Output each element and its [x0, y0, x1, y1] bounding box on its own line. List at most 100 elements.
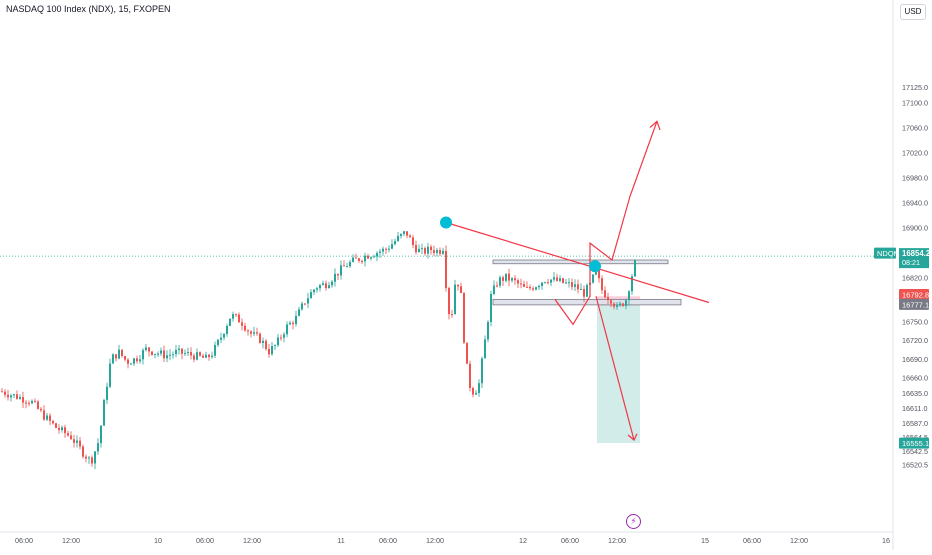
y-tick-label: 16900.0: [902, 224, 928, 233]
candle-body: [31, 400, 33, 404]
y-tick-label: 17020.0: [902, 149, 928, 158]
candle-body: [298, 309, 300, 316]
candle-body: [4, 391, 6, 395]
candle-body: [118, 349, 120, 359]
candle-body: [427, 246, 429, 254]
candle-body: [541, 282, 543, 287]
candle-body: [181, 348, 183, 354]
candle-body: [400, 233, 402, 236]
candle-body: [58, 427, 60, 431]
y-tick-label: 16720.0: [902, 336, 928, 345]
candle-body: [235, 314, 237, 316]
candle-body: [565, 282, 567, 284]
candle-body: [319, 285, 321, 289]
candle-body: [466, 342, 468, 364]
candle-body: [328, 285, 330, 289]
candle-body: [193, 355, 195, 360]
candle-body: [607, 297, 609, 301]
candle-body: [259, 333, 261, 343]
candle-body: [577, 284, 579, 290]
candle-body: [61, 427, 63, 431]
red-level-tag: 16792.8: [902, 291, 929, 300]
candle-body: [553, 277, 555, 280]
candle-body: [625, 300, 627, 306]
x-tick-label: 06:00: [561, 536, 579, 545]
projection-path-up: [554, 121, 658, 326]
candle-body: [496, 285, 498, 287]
candle-body: [103, 400, 105, 426]
candle-body: [292, 322, 294, 325]
candle-body: [307, 298, 309, 304]
x-tick-label: 12:00: [426, 536, 444, 545]
candle-body: [163, 350, 165, 359]
countdown-label: 08:21: [902, 258, 920, 267]
candle-body: [283, 334, 285, 338]
candle-body: [148, 347, 150, 352]
candle-body: [73, 439, 75, 443]
candle-body: [490, 293, 492, 322]
candle-body: [232, 314, 234, 319]
lightning-icon[interactable]: ⚡: [626, 514, 641, 529]
x-tick-label: 12:00: [62, 536, 80, 545]
candle-body: [373, 256, 375, 258]
candle-body: [286, 324, 288, 335]
candle-body: [475, 392, 477, 395]
candle-body: [463, 293, 465, 343]
candle-body: [346, 266, 348, 268]
candle-body: [70, 435, 72, 440]
candle-body: [175, 349, 177, 355]
candle-body: [559, 278, 561, 281]
candle-body: [421, 248, 423, 250]
candle-body: [310, 292, 312, 299]
candle-body: [478, 383, 480, 393]
grey-level-tag: 16777.1: [902, 300, 929, 309]
candle-body: [355, 257, 357, 259]
y-tick-label: 16690.0: [902, 355, 928, 364]
chart-title: NASDAQ 100 Index (NDX), 15, FXOPEN: [6, 4, 171, 14]
candle-body: [115, 354, 117, 359]
candle-body: [121, 349, 123, 357]
candle-body: [133, 358, 135, 364]
x-tick-label: 06:00: [743, 536, 761, 545]
candle-body: [256, 332, 258, 334]
candle-body: [109, 363, 111, 387]
candle-body: [520, 283, 522, 285]
candle-body: [388, 248, 390, 250]
candle-body: [112, 354, 114, 364]
candle-body: [16, 394, 18, 399]
pivot-marker: [589, 260, 601, 273]
y-tick-label: 16635.0: [902, 389, 928, 398]
currency-button[interactable]: USD: [900, 4, 926, 20]
x-tick-label: 12: [519, 536, 527, 545]
candle-body: [304, 303, 306, 305]
y-tick-label: 16660.0: [902, 374, 928, 383]
candle-body: [406, 231, 408, 236]
candle-body: [544, 282, 546, 284]
candle-body: [316, 288, 318, 290]
candle-body: [124, 356, 126, 360]
candle-body: [340, 265, 342, 276]
candle-body: [289, 322, 291, 325]
candle-body: [214, 345, 216, 356]
candle-body: [367, 255, 369, 259]
candle-body: [49, 415, 51, 421]
candle-body: [523, 284, 525, 287]
y-tick-label: 17060.0: [902, 124, 928, 133]
candle-body: [343, 265, 345, 267]
candle-body: [253, 332, 255, 334]
candle-body: [454, 284, 456, 315]
candle-body: [229, 318, 231, 326]
candle-body: [67, 433, 69, 436]
pivot-marker: [440, 216, 452, 229]
candle-body: [538, 286, 540, 288]
arrow-head-down: [627, 433, 638, 441]
candle-body: [619, 303, 621, 306]
x-tick-label: 15: [701, 536, 709, 545]
candle-body: [205, 354, 207, 358]
x-tick-label: 06:00: [15, 536, 33, 545]
arrow-head-up: [649, 120, 661, 131]
candle-body: [631, 276, 633, 292]
projection-path-down: [595, 296, 635, 441]
